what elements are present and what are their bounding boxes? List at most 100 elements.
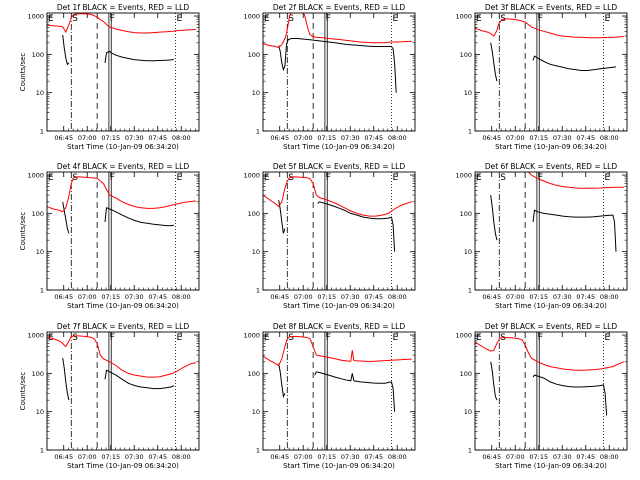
x-tick-label: 07:30 xyxy=(341,453,360,461)
series-events-line xyxy=(490,195,617,252)
series-lld-line xyxy=(263,335,412,367)
x-tick-label: 07:15 xyxy=(101,134,120,142)
y-tick-label: 100 xyxy=(32,51,44,59)
marker-label: S xyxy=(288,333,294,343)
marker-label: E xyxy=(476,333,482,343)
series-lld-line xyxy=(47,176,196,213)
x-tick-label: 07:45 xyxy=(148,453,167,461)
marker-label: S xyxy=(288,14,294,24)
x-axis-label: Start Time (10-Jan-09 06:34:20) xyxy=(67,143,179,151)
marker-label: E xyxy=(604,14,610,24)
y-tick-label: 10 xyxy=(252,248,260,256)
x-tick-label: 07:15 xyxy=(317,293,336,301)
x-axis-label: Start Time (10-Jan-09 06:34:20) xyxy=(67,302,179,310)
marker-label: E xyxy=(476,173,482,183)
x-tick-label: 07:30 xyxy=(553,293,572,301)
y-tick-label: 1000 xyxy=(243,13,260,21)
marker-label: E xyxy=(176,333,182,343)
panel-4: Det 4f BLACK = Events, RED = LLD 1 10 100 10… xyxy=(19,162,200,310)
y-tick-label: 1000 xyxy=(455,332,472,340)
series-events-line xyxy=(490,42,617,82)
plot-frame xyxy=(262,171,416,291)
panel-title: Det 6f BLACK = Events, RED = LLD xyxy=(485,162,618,171)
plot-frame xyxy=(474,331,628,451)
panel-title: Det 8f BLACK = Events, RED = LLD xyxy=(273,322,406,331)
x-tick-label: 07:15 xyxy=(101,453,120,461)
x-tick-label: 08:00 xyxy=(600,293,619,301)
marker-label: E xyxy=(176,173,182,183)
y-tick-label: 1 xyxy=(468,447,472,455)
x-tick-label: 06:45 xyxy=(482,293,501,301)
x-tick-label: 07:30 xyxy=(553,134,572,142)
plot-frame xyxy=(46,331,200,451)
panel-5: Det 5f BLACK = Events, RED = LLD 1 10 100 10… xyxy=(243,162,416,310)
x-tick-label: 08:00 xyxy=(172,134,191,142)
series-events-line xyxy=(62,34,175,66)
y-tick-label: 100 xyxy=(248,51,260,59)
x-tick-label: 07:00 xyxy=(506,134,525,142)
y-tick-label: 1000 xyxy=(243,172,260,180)
marker-label: F xyxy=(326,333,331,343)
plot-frame xyxy=(262,331,416,451)
x-tick-label: 06:45 xyxy=(54,293,73,301)
y-tick-label: 10 xyxy=(36,248,44,256)
x-tick-label: 08:00 xyxy=(388,134,407,142)
y-tick-label: 1000 xyxy=(27,172,44,180)
y-tick-label: 1 xyxy=(468,287,472,295)
plot-frame xyxy=(474,12,628,132)
panel-title: Det 2f BLACK = Events, RED = LLD xyxy=(273,3,406,12)
marker-label: E xyxy=(392,173,398,183)
panel-8: Det 8f BLACK = Events, RED = LLD 1 10 100 10… xyxy=(243,322,416,470)
panel-title: Det 5f BLACK = Events, RED = LLD xyxy=(273,162,406,171)
x-axis-label: Start Time (10-Jan-09 06:34:20) xyxy=(283,462,395,470)
x-tick-label: 06:45 xyxy=(270,293,289,301)
panel-1: Det 1f BLACK = Events, RED = LLD 1 10 100 10… xyxy=(19,3,200,151)
y-tick-label: 1000 xyxy=(455,13,472,21)
series-lld-line xyxy=(263,176,413,217)
marker-label: E xyxy=(476,14,482,24)
marker-label: E xyxy=(48,173,54,183)
x-tick-label: 07:15 xyxy=(529,293,548,301)
x-tick-label: 06:45 xyxy=(482,453,501,461)
y-tick-label: 100 xyxy=(32,370,44,378)
y-tick-label: 10 xyxy=(36,89,44,97)
y-tick-label: 1000 xyxy=(27,13,44,21)
x-tick-label: 08:00 xyxy=(388,453,407,461)
y-tick-label: 1000 xyxy=(27,332,44,340)
x-tick-label: 07:45 xyxy=(364,293,383,301)
x-tick-label: 07:45 xyxy=(148,134,167,142)
y-tick-label: 1000 xyxy=(243,332,260,340)
x-tick-label: 08:00 xyxy=(388,293,407,301)
y-tick-label: 1 xyxy=(256,287,260,295)
x-tick-label: 07:30 xyxy=(125,453,144,461)
y-tick-label: 1000 xyxy=(455,172,472,180)
marker-label: E xyxy=(392,333,398,343)
x-tick-label: 08:00 xyxy=(172,293,191,301)
series-events-line xyxy=(278,38,397,93)
series-lld-line xyxy=(475,172,624,189)
marker-label: S xyxy=(500,173,506,183)
y-tick-label: 1 xyxy=(40,287,44,295)
y-tick-label: 10 xyxy=(36,408,44,416)
panel-6: Det 6f BLACK = Events, RED = LLD 1 10 100 10… xyxy=(455,162,628,310)
series-lld-line xyxy=(475,336,625,371)
marker-label: E xyxy=(392,14,398,24)
panel-2: Det 2f BLACK = Events, RED = LLD 1 10 100 10… xyxy=(243,3,416,151)
y-tick-label: 1 xyxy=(40,447,44,455)
marker-label: E xyxy=(176,14,182,24)
x-axis-label: Start Time (10-Jan-09 06:34:20) xyxy=(495,302,607,310)
x-tick-label: 06:45 xyxy=(54,453,73,461)
series-events-line xyxy=(278,200,396,252)
y-axis-label: Counts/sec xyxy=(19,53,27,92)
series-events-line xyxy=(278,363,396,412)
x-tick-label: 07:00 xyxy=(294,453,313,461)
y-axis-label: Counts/sec xyxy=(19,212,27,251)
marker-label: F xyxy=(538,14,543,24)
marker-label: S xyxy=(72,173,78,183)
y-tick-label: 10 xyxy=(252,408,260,416)
x-tick-label: 08:00 xyxy=(600,134,619,142)
x-tick-label: 07:45 xyxy=(576,453,595,461)
x-tick-label: 07:15 xyxy=(317,453,336,461)
x-tick-label: 07:15 xyxy=(529,453,548,461)
